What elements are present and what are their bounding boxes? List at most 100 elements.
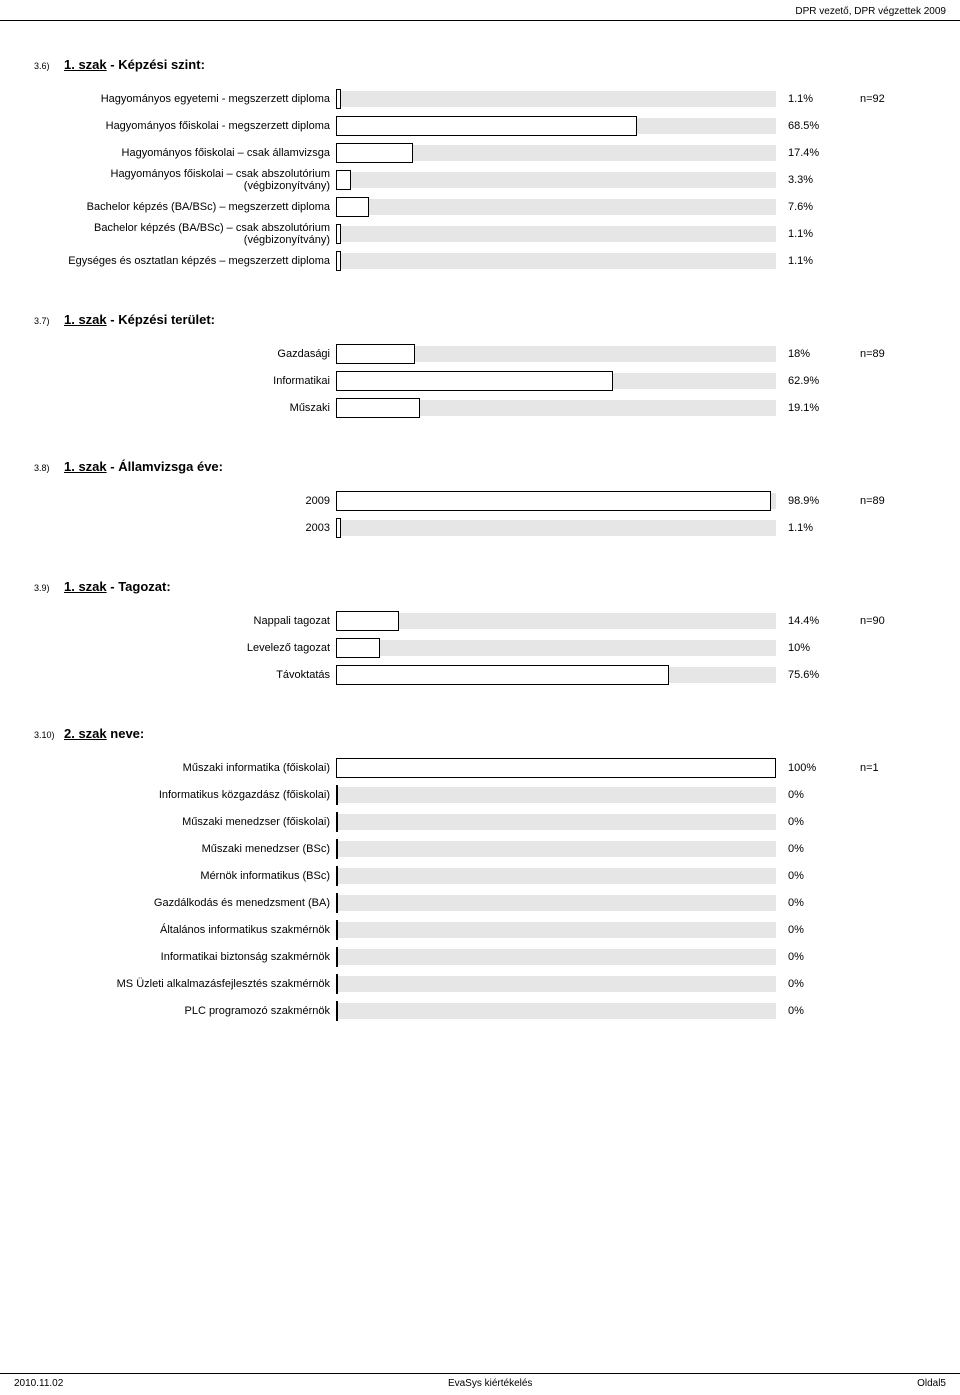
data-row: Távoktatás75.6% bbox=[34, 664, 926, 686]
row-n: n=90 bbox=[856, 615, 885, 627]
row-label: Műszaki informatika (főiskolai) bbox=[34, 762, 336, 774]
section-title-underline: 1. szak bbox=[64, 312, 107, 327]
bar-track bbox=[336, 373, 776, 389]
section-title: 1. szak - Államvizsga éve: bbox=[64, 459, 223, 474]
bar-fill bbox=[336, 866, 338, 886]
data-row: Hagyományos főiskolai – csak államvizsga… bbox=[34, 142, 926, 164]
bar-fill bbox=[336, 224, 341, 244]
bar-track bbox=[336, 760, 776, 776]
row-label: Informatikus közgazdász (főiskolai) bbox=[34, 789, 336, 801]
row-label: Műszaki menedzser (BSc) bbox=[34, 843, 336, 855]
data-row: Mérnök informatikus (BSc)0% bbox=[34, 865, 926, 887]
row-label: Bachelor képzés (BA/BSc) – csak abszolut… bbox=[34, 222, 336, 246]
section-title-rest: - Államvizsga éve: bbox=[107, 459, 223, 474]
bar-fill bbox=[336, 611, 399, 631]
row-value: 7.6% bbox=[776, 201, 856, 213]
bar-fill bbox=[336, 638, 380, 658]
bar-track bbox=[336, 667, 776, 683]
bar-track bbox=[336, 145, 776, 161]
section: 3.9)1. szak - Tagozat:Nappali tagozat14.… bbox=[34, 579, 926, 686]
data-row: Gazdasági18%n=89 bbox=[34, 343, 926, 365]
section: 3.8)1. szak - Államvizsga éve:200998.9%n… bbox=[34, 459, 926, 539]
bar-track bbox=[336, 613, 776, 629]
bar-track bbox=[336, 226, 776, 242]
bar-fill bbox=[336, 398, 420, 418]
bar-track bbox=[336, 841, 776, 857]
data-row: Általános informatikus szakmérnök0% bbox=[34, 919, 926, 941]
bar-track bbox=[336, 895, 776, 911]
bar-fill bbox=[336, 947, 338, 967]
data-row: Levelező tagozat 10% bbox=[34, 637, 926, 659]
row-value: 10% bbox=[776, 642, 856, 654]
data-row: Gazdálkodás és menedzsment (BA)0% bbox=[34, 892, 926, 914]
section-title-underline: 1. szak bbox=[64, 579, 107, 594]
row-value: 3.3% bbox=[776, 174, 856, 186]
section-header: 3.9)1. szak - Tagozat: bbox=[34, 579, 926, 594]
bar-fill bbox=[336, 758, 776, 778]
section-title: 1. szak - Tagozat: bbox=[64, 579, 171, 594]
bar-fill bbox=[336, 812, 338, 832]
row-label: PLC programozó szakmérnök bbox=[34, 1005, 336, 1017]
section-title-underline: 2. szak bbox=[64, 726, 107, 741]
row-value: 75.6% bbox=[776, 669, 856, 681]
bar-fill bbox=[336, 116, 637, 136]
content-area: 3.6)1. szak - Képzési szint: Hagyományos … bbox=[0, 57, 960, 1022]
row-n: n=92 bbox=[856, 93, 885, 105]
row-n: n=89 bbox=[856, 348, 885, 360]
row-label: Hagyományos főiskolai - megszerzett dipl… bbox=[34, 120, 336, 132]
section-title: 1. szak - Képzési szint: bbox=[64, 57, 205, 72]
bar-fill bbox=[336, 197, 369, 217]
row-value: 100% bbox=[776, 762, 856, 774]
row-label: Hagyományos főiskolai – csak államvizsga bbox=[34, 147, 336, 159]
bar-track bbox=[336, 199, 776, 215]
data-row: Hagyományos főiskolai – csak abszolutóri… bbox=[34, 169, 926, 191]
data-row: Hagyományos egyetemi - megszerzett diplo… bbox=[34, 88, 926, 110]
bar-track bbox=[336, 949, 776, 965]
bar-track bbox=[336, 91, 776, 107]
bar-track bbox=[336, 1003, 776, 1019]
row-label: Mérnök informatikus (BSc) bbox=[34, 870, 336, 882]
row-n: n=1 bbox=[856, 762, 879, 774]
section-title-rest: - Tagozat: bbox=[107, 579, 171, 594]
bar-track bbox=[336, 172, 776, 188]
row-value: 18% bbox=[776, 348, 856, 360]
section: 3.10)2. szak neve: Műszaki informatika (f… bbox=[34, 726, 926, 1022]
footer-right: Oldal5 bbox=[917, 1378, 946, 1389]
footer-left: 2010.11.02 bbox=[14, 1378, 63, 1389]
row-value: 0% bbox=[776, 1005, 856, 1017]
data-row: Egységes és osztatlan képzés – megszerze… bbox=[34, 250, 926, 272]
row-n: n=89 bbox=[856, 495, 885, 507]
row-label: 2003 bbox=[34, 522, 336, 534]
row-label: MS Üzleti alkalmazásfejlesztés szakmérnö… bbox=[34, 978, 336, 990]
data-row: 200998.9%n=89 bbox=[34, 490, 926, 512]
bar-fill bbox=[336, 371, 613, 391]
bar-track bbox=[336, 640, 776, 656]
row-value: 62.9% bbox=[776, 375, 856, 387]
bar-fill bbox=[336, 491, 771, 511]
data-row: Műszaki menedzser (BSc)0% bbox=[34, 838, 926, 860]
bar-fill bbox=[336, 893, 338, 913]
section: 3.6)1. szak - Képzési szint: Hagyományos … bbox=[34, 57, 926, 272]
section-number: 3.10) bbox=[34, 730, 64, 740]
row-value: 19.1% bbox=[776, 402, 856, 414]
row-label: Levelező tagozat bbox=[34, 642, 336, 654]
bar-track bbox=[336, 493, 776, 509]
data-row: Műszaki menedzser (főiskolai)0% bbox=[34, 811, 926, 833]
section-header: 3.10)2. szak neve: bbox=[34, 726, 926, 741]
bar-fill bbox=[336, 89, 341, 109]
row-value: 98.9% bbox=[776, 495, 856, 507]
bar-track bbox=[336, 520, 776, 536]
section-number: 3.6) bbox=[34, 61, 64, 71]
section-title-rest: neve: bbox=[107, 726, 145, 741]
section-title-underline: 1. szak bbox=[64, 57, 107, 72]
section-title-underline: 1. szak bbox=[64, 459, 107, 474]
row-value: 1.1% bbox=[776, 255, 856, 267]
header-title: DPR vezető, DPR végzettek 2009 bbox=[0, 0, 960, 21]
data-row: MS Üzleti alkalmazásfejlesztés szakmérnö… bbox=[34, 973, 926, 995]
section-header: 3.7)1. szak - Képzési terület: bbox=[34, 312, 926, 327]
bar-track bbox=[336, 868, 776, 884]
data-row: Műszaki informatika (főiskolai) 100%n=1 bbox=[34, 757, 926, 779]
section-header: 3.6)1. szak - Képzési szint: bbox=[34, 57, 926, 72]
row-label: Műszaki bbox=[34, 402, 336, 414]
row-value: 1.1% bbox=[776, 228, 856, 240]
